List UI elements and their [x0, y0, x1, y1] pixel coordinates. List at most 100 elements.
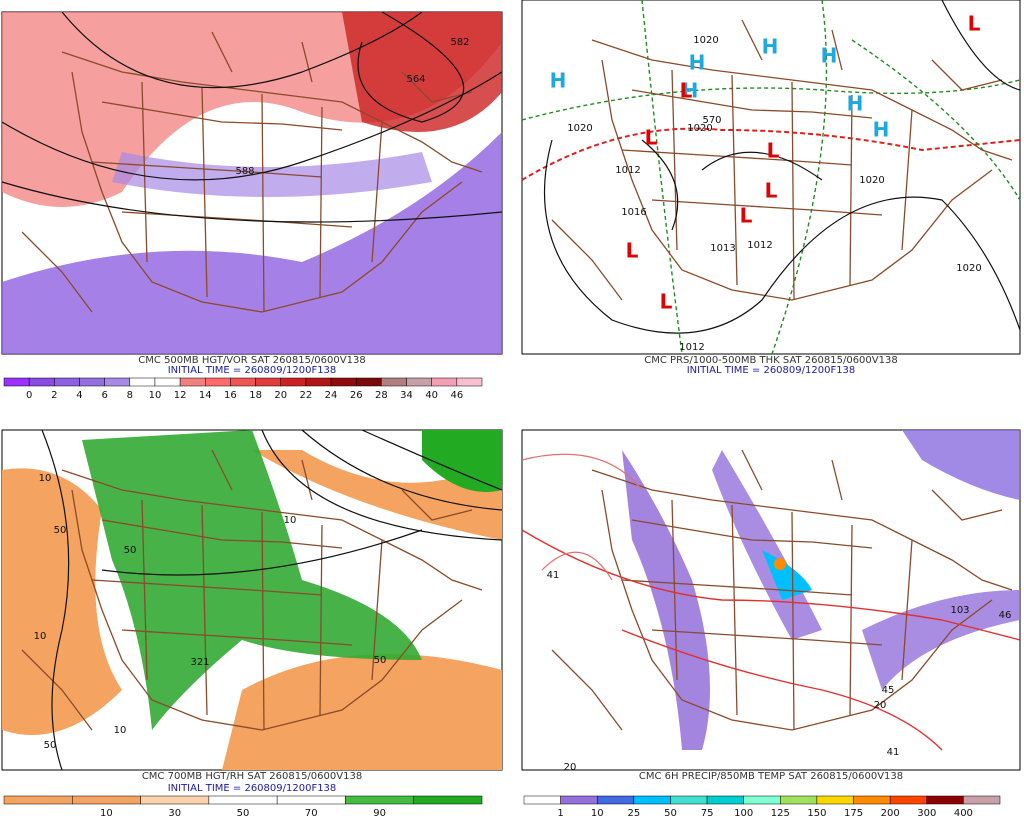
pressure-center: H [550, 69, 567, 93]
colorbar-label: 18 [249, 390, 262, 401]
contour-label: 10 [34, 631, 47, 642]
colorbar-swatch [345, 795, 414, 805]
colorbar-label: 20 [274, 390, 287, 401]
pressure-center: L [765, 179, 778, 203]
colorbar-label: 24 [325, 390, 338, 401]
contour-label: 10 [114, 725, 127, 736]
colorbar-swatch [413, 795, 483, 805]
contour-label: 50 [374, 655, 387, 666]
colorbar-label: 400 [954, 808, 973, 819]
contour-label: 20 [874, 700, 887, 711]
colorbar-label: 22 [300, 390, 313, 401]
contour-label: 570 [702, 115, 721, 126]
colorbar-swatch [633, 795, 671, 805]
colorbar-label: 200 [881, 808, 900, 819]
initial-time: INITIAL TIME = 260809/1200F138 [168, 365, 337, 376]
colorbar-swatch [208, 795, 278, 805]
colorbar-label: 175 [844, 808, 863, 819]
pressure-center: L [968, 12, 981, 36]
pressure-center: H [762, 35, 779, 59]
pressure-center: H [847, 92, 864, 116]
contour-label: 1020 [956, 263, 981, 274]
colorbar-label: 0 [26, 390, 32, 401]
contour-label: 1012 [679, 342, 704, 353]
pressure-center: L [680, 79, 693, 103]
colorbar-swatch [431, 377, 458, 387]
panel-title: CMC 6H PRECIP/850MB TEMP SAT 260815/0600… [639, 771, 903, 782]
pressure-center: L [767, 139, 780, 163]
colorbar-label: 8 [127, 390, 133, 401]
colorbar-swatch [140, 795, 210, 805]
colorbar-label: 4 [76, 390, 82, 401]
colorbar-label: 10 [591, 808, 604, 819]
colorbar-label: 16 [224, 390, 237, 401]
colorbar-swatch [255, 377, 281, 387]
panel-4 [521, 429, 1021, 771]
initial-time: INITIAL TIME = 260809/1200F138 [687, 365, 856, 376]
contour-label: 41 [887, 747, 900, 758]
colorbar-swatch [670, 795, 708, 805]
colorbar-label: 6 [101, 390, 107, 401]
colorbar-label: 26 [350, 390, 363, 401]
colorbar-swatch [3, 795, 73, 805]
colorbar-label: 28 [375, 390, 388, 401]
contour-label: 46 [999, 610, 1012, 621]
contour-label: 1012 [615, 165, 640, 176]
colorbar-swatch [381, 377, 407, 387]
colorbar-swatch [406, 377, 432, 387]
colorbar-swatch [596, 795, 635, 805]
colorbar-label: 12 [174, 390, 187, 401]
colorbar-label: 14 [199, 390, 212, 401]
colorbar-swatch [276, 795, 346, 805]
colorbar-swatch [205, 377, 231, 387]
colorbar-swatch [280, 377, 307, 387]
contour-label: 1020 [859, 175, 884, 186]
pressure-center: H [873, 118, 890, 142]
colorbar-label: 10 [149, 390, 162, 401]
panel-3 [1, 429, 503, 771]
contour-label: 10 [284, 515, 297, 526]
pressure-center: H [682, 79, 699, 103]
colorbar-swatch [72, 795, 141, 805]
panel-title: CMC 500MB HGT/VOR SAT 260815/0600V138 [138, 355, 365, 366]
contour-label: 103 [950, 605, 969, 616]
colorbar-swatch [154, 377, 181, 387]
colorbar-label: 25 [627, 808, 640, 819]
colorbar-label: 70 [305, 808, 318, 819]
contour-label: 1013 [710, 243, 735, 254]
colorbar-swatch [743, 795, 781, 805]
colorbar-label: 75 [701, 808, 714, 819]
colorbar-label: 30 [168, 808, 181, 819]
contour-label: 1020 [693, 35, 718, 46]
colorbar-swatch [129, 377, 156, 387]
colorbar-label: 90 [373, 808, 386, 819]
contour-label: 1020 [567, 123, 592, 134]
contour-label: 41 [547, 570, 560, 581]
panel-title: CMC 700MB HGT/RH SAT 260815/0600V138 [142, 771, 362, 782]
colorbar-label: 300 [917, 808, 936, 819]
colorbar-label: 1 [557, 808, 563, 819]
colorbar-swatch [355, 377, 382, 387]
contour-label: 50 [44, 740, 57, 751]
colorbar-swatch [963, 795, 1001, 805]
contour-label: 564 [406, 74, 425, 85]
colorbar-swatch [79, 377, 105, 387]
colorbar-swatch [853, 795, 891, 805]
panel-2 [521, 0, 1021, 355]
colorbar-swatch [330, 377, 357, 387]
colorbar-label: 125 [771, 808, 790, 819]
colorbar-swatch [926, 795, 964, 805]
colorbar-swatch [706, 795, 744, 805]
colorbar-label: 50 [664, 808, 677, 819]
panel-1 [1, 11, 503, 355]
colorbar-swatch [230, 377, 256, 387]
colorbar-label: 50 [237, 808, 250, 819]
colorbar-swatch [305, 377, 332, 387]
colorbar-label: 150 [807, 808, 826, 819]
colorbar-swatch [3, 377, 30, 387]
pressure-center: H [821, 44, 838, 68]
colorbar-swatch [780, 795, 818, 805]
contour-label: 50 [124, 545, 137, 556]
colorbar-label: 34 [400, 390, 413, 401]
colorbar-label: 46 [450, 390, 463, 401]
